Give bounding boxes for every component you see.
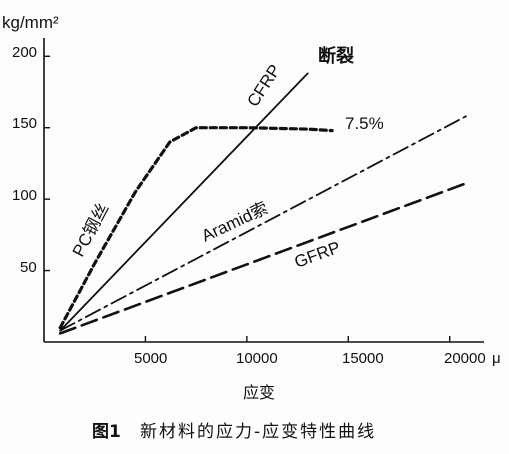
series-line-0	[58, 126, 334, 330]
y-tick-200: 200	[12, 44, 37, 61]
x-unit-label: μ	[492, 350, 501, 367]
figure-caption-text: 新材料的应力-应变特性曲线	[140, 422, 376, 442]
series-line-3	[58, 182, 468, 335]
y-tick-100: 100	[12, 187, 37, 204]
series-line-2	[59, 115, 467, 332]
y-axis-label: kg/mm²	[2, 13, 59, 32]
y-tick-150: 150	[12, 115, 37, 132]
annotation-7-5-percent: 7.5%	[345, 114, 384, 133]
figure-caption-number: 图1	[92, 422, 121, 442]
series-line-1	[59, 72, 309, 332]
x-tick-10000: 10000	[236, 350, 278, 367]
x-tick-15000: 15000	[342, 350, 384, 367]
y-tick-50: 50	[20, 259, 37, 276]
annotation-break: 断裂	[318, 45, 354, 67]
x-axis-label: 应变	[243, 383, 275, 402]
x-tick-20000: 20000	[444, 350, 486, 367]
series-label-gfrp: GFRP	[292, 238, 343, 272]
series-label-pc-steel: PC钢丝	[69, 200, 113, 260]
x-tick-5000: 5000	[134, 350, 167, 367]
